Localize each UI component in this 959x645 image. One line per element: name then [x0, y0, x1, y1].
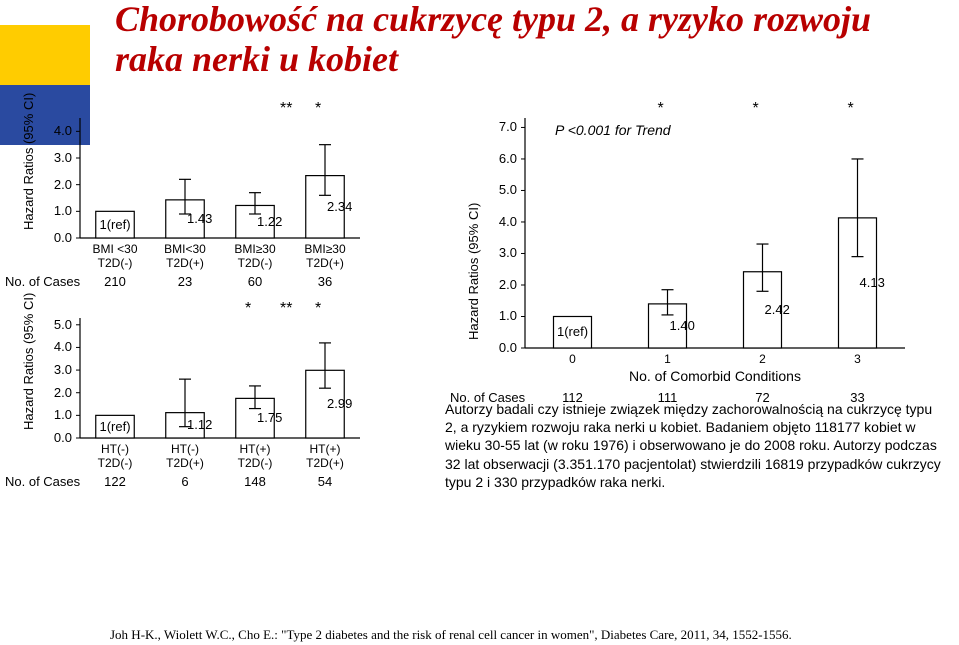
cases-row-label: No. of Cases — [5, 474, 80, 489]
y-axis-label: Hazard Ratios (95% CI) — [21, 93, 36, 230]
cases-value: 36 — [290, 274, 360, 289]
citation-text: Joh H-K., Wiolett W.C., Cho E.: "Type 2 … — [110, 627, 950, 643]
bar-value-label: 1.40 — [670, 318, 695, 333]
chart-bmi-t2d: 0.01.02.03.04.0Hazard Ratios (95% CI)1(r… — [5, 100, 435, 290]
y-tick-label: 4.0 — [485, 214, 517, 229]
bar-value-label: 2.42 — [765, 302, 790, 317]
significance-mark: * — [658, 100, 664, 118]
y-tick-label: 0.0 — [40, 230, 72, 245]
bar-value-label: 1.75 — [257, 410, 282, 425]
y-tick-label: 3.0 — [485, 245, 517, 260]
y-tick-label: 4.0 — [40, 339, 72, 354]
bar-value-label: 2.34 — [327, 199, 352, 214]
bar-value-label: 1(ref) — [81, 419, 150, 434]
cases-value: 210 — [80, 274, 150, 289]
y-tick-label: 2.0 — [40, 385, 72, 400]
x-category-label: BMI<30T2D(+) — [150, 242, 220, 271]
cases-value: 122 — [80, 474, 150, 489]
significance-mark: ** — [280, 100, 292, 118]
y-tick-label: 0.0 — [485, 340, 517, 355]
cases-value: 23 — [150, 274, 220, 289]
y-tick-label: 1.0 — [40, 203, 72, 218]
significance-mark: * — [753, 100, 759, 118]
bar-value-label: 1(ref) — [81, 217, 150, 232]
bar-value-label: 1.22 — [257, 214, 282, 229]
x-axis-title: No. of Comorbid Conditions — [525, 368, 905, 384]
cases-value: 148 — [220, 474, 290, 489]
bar-value-label: 1.12 — [187, 417, 212, 432]
significance-mark: * — [848, 100, 854, 118]
x-category-label: HT(+)T2D(-) — [220, 442, 290, 471]
bar-value-label: 1(ref) — [539, 324, 607, 339]
x-category-label: 2 — [715, 352, 810, 366]
y-tick-label: 4.0 — [40, 123, 72, 138]
slide-title: Chorobowość na cukrzycę typu 2, a ryzyko… — [115, 0, 915, 79]
cases-row-label: No. of Cases — [5, 274, 80, 289]
y-tick-label: 2.0 — [485, 277, 517, 292]
significance-mark: * — [245, 300, 251, 318]
y-axis-label: Hazard Ratios (95% CI) — [466, 203, 481, 340]
bar-value-label: 1.43 — [187, 211, 212, 226]
y-tick-label: 0.0 — [40, 430, 72, 445]
y-tick-label: 3.0 — [40, 150, 72, 165]
x-category-label: BMI≥30T2D(+) — [290, 242, 360, 271]
y-tick-label: 1.0 — [40, 407, 72, 422]
cases-value: 60 — [220, 274, 290, 289]
cases-value: 6 — [150, 474, 220, 489]
x-category-label: HT(+)T2D(+) — [290, 442, 360, 471]
x-category-label: 3 — [810, 352, 905, 366]
cases-value: 54 — [290, 474, 360, 489]
y-tick-label: 6.0 — [485, 151, 517, 166]
decor-stripe-yellow — [0, 25, 90, 85]
y-tick-label: 1.0 — [485, 308, 517, 323]
y-tick-label: 3.0 — [40, 362, 72, 377]
y-axis-label: Hazard Ratios (95% CI) — [21, 293, 36, 430]
chart-comorbid: 0.0 1.0 2.0 3.0 4.0 5.0 6.0 7.0 Hazard Ratios (9… — [450, 100, 955, 400]
bar-value-label: 4.13 — [860, 275, 885, 290]
x-category-label: 0 — [525, 352, 620, 366]
x-category-label: BMI≥30T2D(-) — [220, 242, 290, 271]
x-category-label: BMI <30T2D(-) — [80, 242, 150, 271]
x-category-label: 1 — [620, 352, 715, 366]
significance-mark: * — [315, 100, 321, 118]
trend-text: P <0.001 for Trend — [555, 122, 671, 138]
chart-ht-t2d: 0.01.02.03.04.05.0Hazard Ratios (95% CI)… — [5, 300, 435, 490]
x-category-label: HT(-)T2D(+) — [150, 442, 220, 471]
bar-value-label: 2.99 — [327, 396, 352, 411]
x-category-label: HT(-)T2D(-) — [80, 442, 150, 471]
y-tick-label: 5.0 — [485, 182, 517, 197]
description-text: Autorzy badali czy istnieje związek międ… — [445, 400, 945, 491]
significance-mark: * — [315, 300, 321, 318]
y-tick-label: 5.0 — [40, 317, 72, 332]
y-tick-label: 2.0 — [40, 177, 72, 192]
y-tick-label: 7.0 — [485, 119, 517, 134]
significance-mark: ** — [280, 300, 292, 318]
